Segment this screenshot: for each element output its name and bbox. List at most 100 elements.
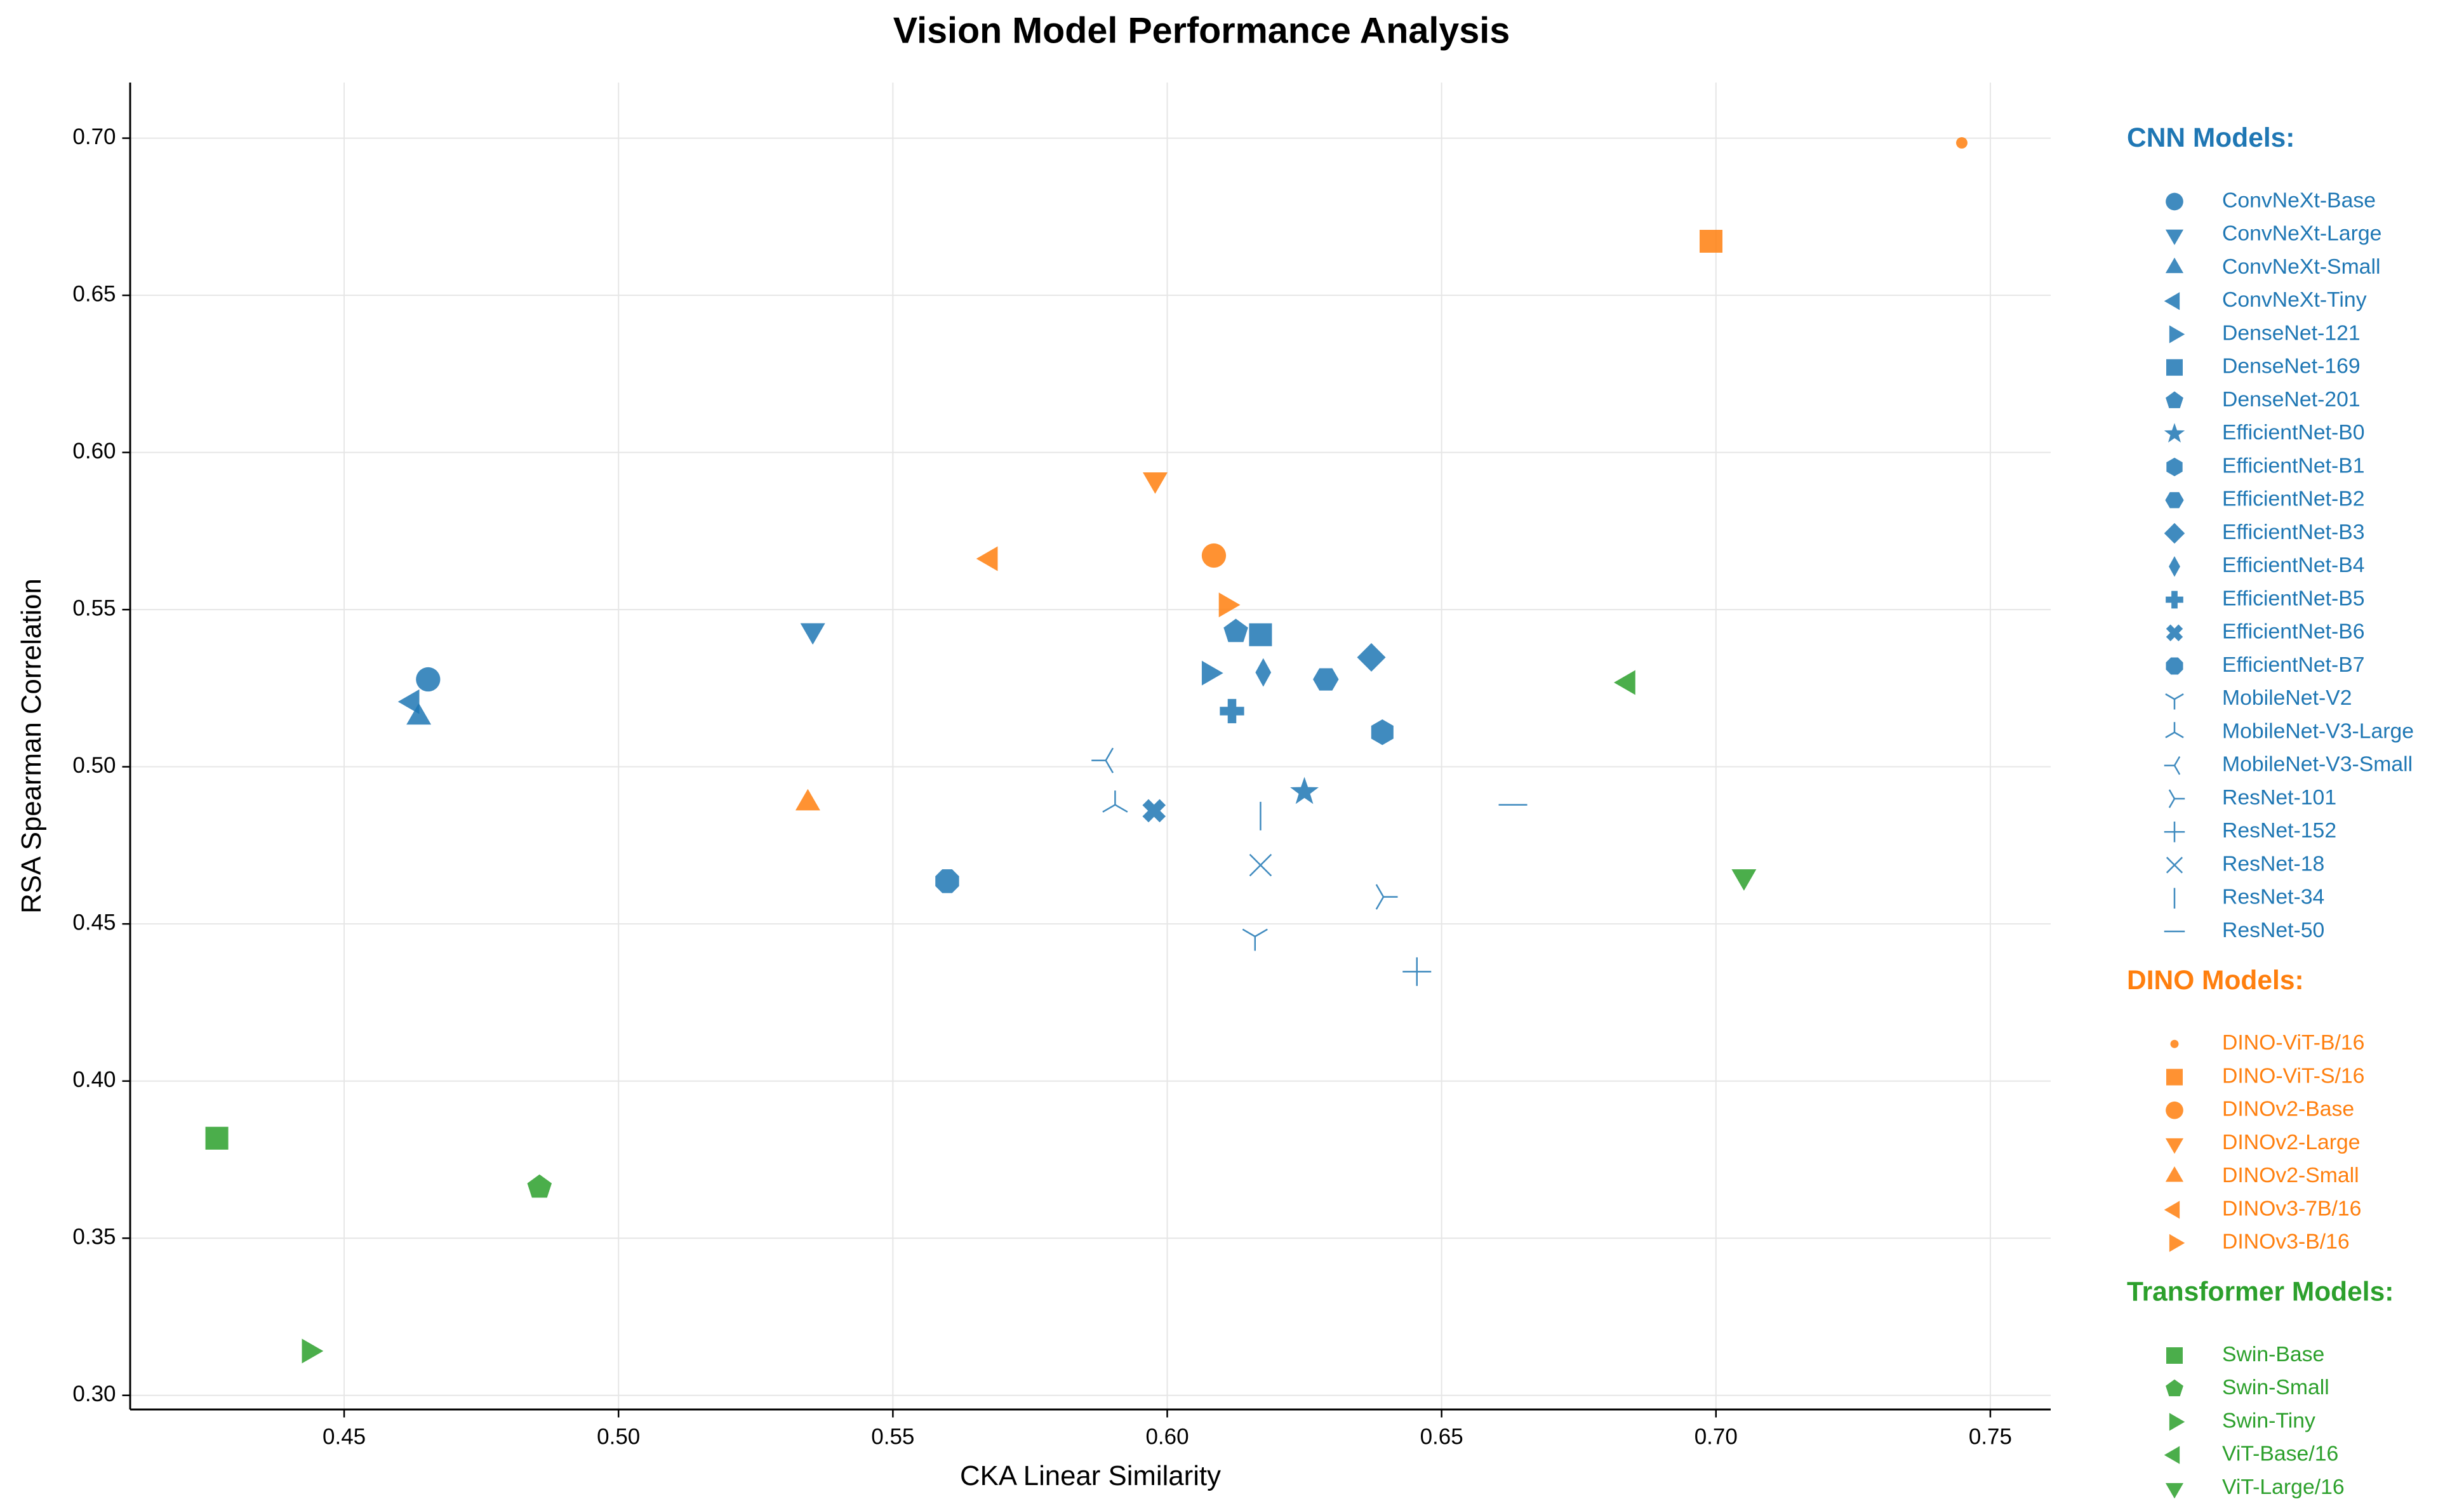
y-tick-label: 0.40: [72, 1067, 116, 1092]
legend-label: EfficientNet-B0: [2222, 420, 2364, 444]
legend-marker: [2169, 325, 2185, 343]
data-point: [1249, 853, 1272, 877]
legend-label: EfficientNet-B6: [2222, 620, 2364, 644]
x-tick-label: 0.75: [1969, 1424, 2012, 1449]
legend-group-title: DINO Models:: [2127, 966, 2304, 996]
legend-label: ResNet-34: [2222, 885, 2324, 909]
data-point: [1255, 658, 1272, 687]
y-axis-label: RSA Spearman Correlation: [16, 578, 47, 914]
legend-marker: [2165, 492, 2184, 509]
data-point: [795, 789, 820, 811]
y-tick-label: 0.30: [72, 1382, 116, 1406]
data-point: [1091, 747, 1114, 773]
legend-marker: [2164, 756, 2181, 775]
y-tick-label: 0.50: [72, 753, 116, 778]
data-point: [205, 1126, 229, 1150]
legend-label: MobileNet-V3-Small: [2222, 752, 2413, 776]
legend-marker: [2166, 359, 2183, 376]
legend-marker: [2166, 1101, 2183, 1119]
legend-marker: [2170, 1039, 2179, 1048]
legend-label: EfficientNet-B2: [2222, 487, 2364, 511]
data-point: [302, 1338, 324, 1364]
legend-label: EfficientNet-B5: [2222, 586, 2364, 610]
legend-group-title: CNN Models:: [2127, 123, 2294, 153]
legend-marker: [2164, 1446, 2180, 1464]
legend-marker: [2165, 257, 2184, 274]
x-axis-label: CKA Linear Similarity: [960, 1460, 1221, 1491]
legend-label: DenseNet-169: [2222, 354, 2361, 378]
legend-label: ResNet-18: [2222, 851, 2324, 876]
legend-group-title: Transformer Models:: [2127, 1277, 2394, 1307]
legend-marker: [2169, 1413, 2185, 1431]
legend-marker: [2166, 1347, 2183, 1364]
legend-label: DINOv2-Large: [2222, 1130, 2361, 1154]
data-point: [1201, 543, 1227, 568]
legend-label: DINO-ViT-S/16: [2222, 1063, 2364, 1088]
data-point: [1614, 670, 1635, 695]
data-point: [1731, 869, 1757, 891]
legend-label: DenseNet-121: [2222, 321, 2361, 345]
legend-label: Swin-Base: [2222, 1342, 2324, 1366]
legend-marker: [2165, 722, 2184, 738]
legend-label: ViT-Base/16: [2222, 1442, 2338, 1466]
legend-marker: [2164, 292, 2180, 310]
legend-marker: [2166, 391, 2183, 408]
legend-marker: [2166, 590, 2183, 609]
data-point: [1249, 623, 1272, 646]
legend-label: ResNet-101: [2222, 785, 2336, 810]
legend-label: ConvNeXt-Small: [2222, 255, 2380, 279]
legend-marker: [2166, 1379, 2183, 1397]
data-point: [416, 667, 441, 692]
data-point: [397, 689, 420, 714]
legend-label: DenseNet-201: [2222, 387, 2361, 411]
legend-label: ConvNeXt-Base: [2222, 188, 2376, 212]
data-point: [1242, 928, 1268, 951]
legend-marker: [2165, 1483, 2184, 1499]
legend-label: ResNet-50: [2222, 918, 2324, 942]
legend-label: EfficientNet-B4: [2222, 553, 2364, 577]
legend-label: MobileNet-V3-Large: [2222, 719, 2414, 743]
legend-label: EfficientNet-B7: [2222, 653, 2364, 677]
legend-label: ResNet-152: [2222, 818, 2336, 843]
y-tick-label: 0.65: [72, 281, 116, 306]
legend-marker: [2164, 1201, 2180, 1219]
legend-label: Swin-Small: [2222, 1375, 2329, 1399]
chart-title: Vision Model Performance Analysis: [893, 11, 1510, 51]
legend-marker: [2164, 822, 2185, 843]
legend-marker: [2166, 1069, 2183, 1086]
x-tick-label: 0.45: [323, 1424, 366, 1449]
data-point: [1700, 229, 1723, 253]
legend-marker: [2168, 789, 2185, 808]
legend-label: Swin-Tiny: [2222, 1408, 2315, 1432]
data-point: [1220, 698, 1244, 724]
data-point: [1201, 660, 1223, 686]
x-tick-label: 0.65: [1420, 1424, 1463, 1449]
legend-marker: [2166, 856, 2183, 874]
x-tick-label: 0.70: [1695, 1424, 1738, 1449]
data-point: [1357, 643, 1386, 672]
data-point: [1371, 719, 1394, 745]
legend-label: DINOv3-B/16: [2222, 1230, 2350, 1254]
data-point: [1375, 884, 1398, 910]
legend-marker: [2164, 523, 2185, 544]
legend-label: ViT-Large/16: [2222, 1475, 2345, 1499]
data-point: [1290, 776, 1319, 804]
x-tick-label: 0.50: [597, 1424, 640, 1449]
y-tick-label: 0.70: [72, 124, 116, 149]
legend-label: MobileNet-V2: [2222, 686, 2352, 710]
legend-marker: [2169, 1234, 2185, 1252]
x-tick-label: 0.55: [871, 1424, 914, 1449]
y-tick-label: 0.55: [72, 596, 116, 620]
legend-marker: [2166, 657, 2183, 675]
legend-label: EfficientNet-B1: [2222, 453, 2364, 477]
legend-marker: [2166, 457, 2183, 477]
data-point: [976, 546, 998, 571]
data-point: [527, 1174, 552, 1198]
legend-marker: [2164, 423, 2185, 443]
legend-marker: [2165, 1138, 2184, 1154]
legend-label: DINOv3-7B/16: [2222, 1196, 2361, 1220]
y-tick-label: 0.45: [72, 910, 116, 935]
legend-marker: [2166, 624, 2183, 641]
